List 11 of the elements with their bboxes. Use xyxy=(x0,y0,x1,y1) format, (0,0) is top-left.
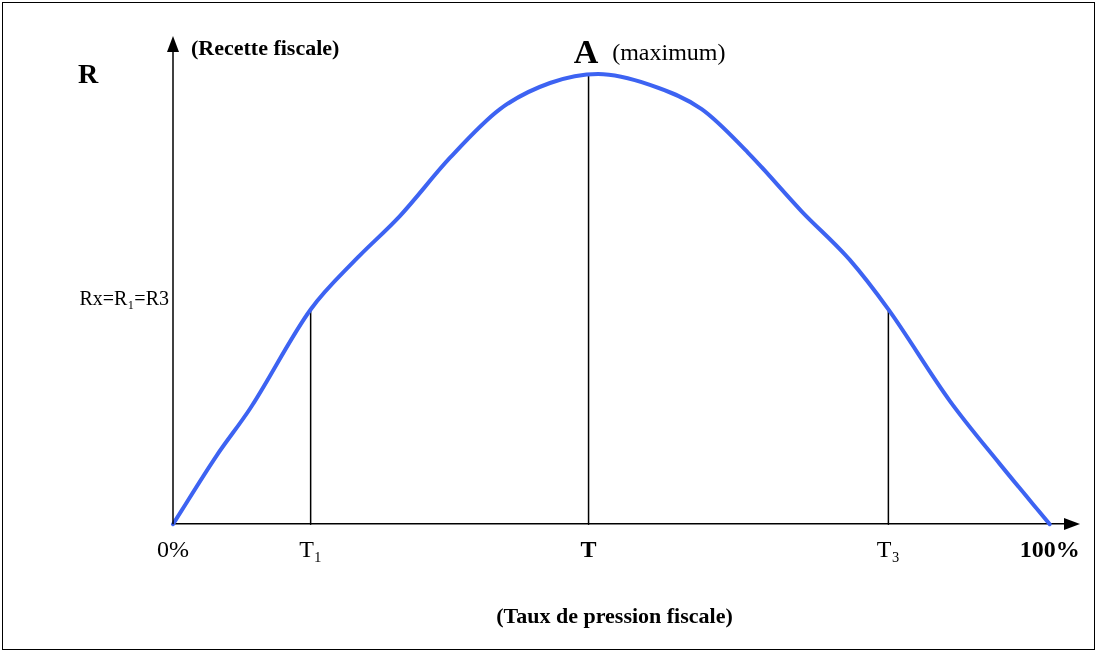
x-tick-label: T xyxy=(580,535,597,562)
text: Rx=R₁=R3 xyxy=(79,286,169,309)
x-tick-label: T₃ xyxy=(876,535,900,562)
text: (maximum) xyxy=(612,39,726,66)
x-tick-label: 100% xyxy=(1019,535,1080,562)
annotation: A xyxy=(573,32,599,70)
y-axis-title: (Recette fiscale) xyxy=(191,34,340,60)
x-tick-label: T₁ xyxy=(299,535,323,562)
text: R xyxy=(77,58,99,90)
x-tick-label: 0% xyxy=(157,535,189,562)
x-axis-title: (Taux de pression fiscale) xyxy=(496,602,733,628)
